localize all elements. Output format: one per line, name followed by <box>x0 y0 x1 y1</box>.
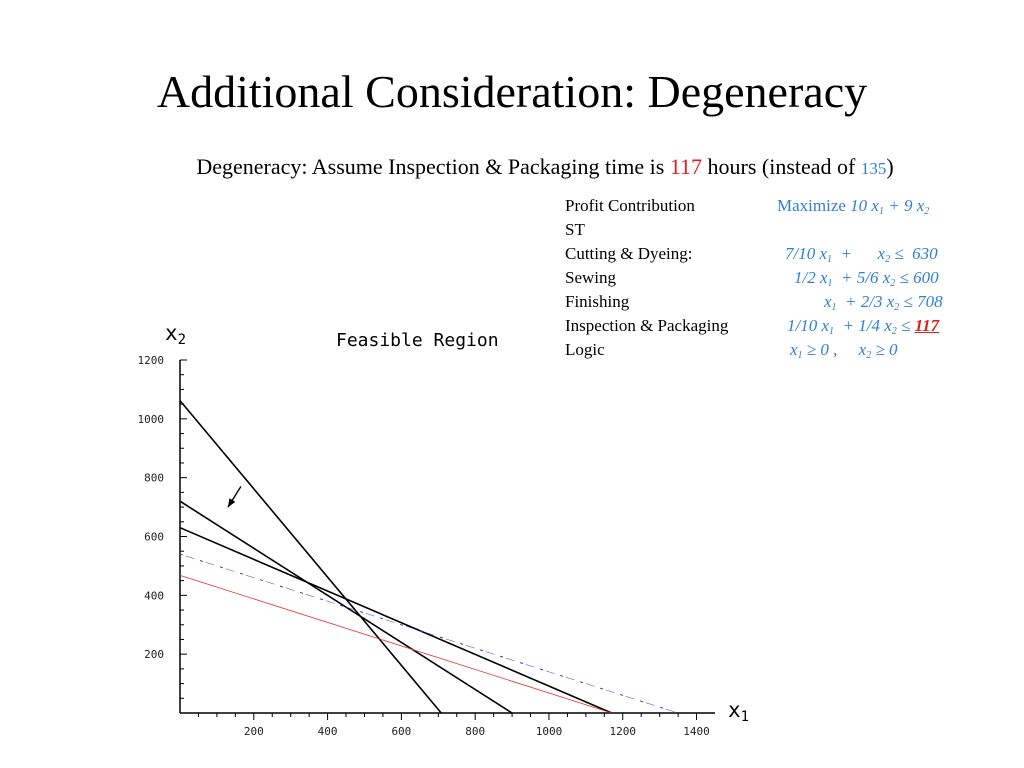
constraint-expr-cutting: 7/10 x1 + x2 ≤ 630 <box>785 244 938 265</box>
y-tick-label: 1200 <box>138 354 165 367</box>
y-tick-label: 400 <box>144 589 164 602</box>
chart-axes <box>179 360 715 714</box>
objective-label: Profit Contribution <box>565 196 695 215</box>
old-inspection-line-fine <box>179 553 679 714</box>
constraint-line-5 <box>179 574 612 714</box>
chart-series <box>179 400 679 714</box>
constraint-expr-sewing: 1/2 x1 + 5/6 x2 ≤ 600 <box>794 268 939 289</box>
corner-arrow-head <box>227 498 236 508</box>
constraint-expr-inspection: 1/10 x1 + 1/4 x2 ≤ 117 <box>787 316 940 337</box>
objective-expression: Maximize 10 x1 + 9 x2 <box>777 196 930 217</box>
chart-title: Feasible Region <box>336 330 499 351</box>
constraint-label-finishing: Finishing <box>565 292 630 311</box>
st-label: ST <box>565 220 585 239</box>
subtitle-old-value: 135 <box>860 159 887 178</box>
y-axis-label: x2 <box>165 321 186 348</box>
x-tick-label: 400 <box>318 725 338 738</box>
subtitle-prefix: Degeneracy: Assume Inspection & Packagin… <box>196 154 670 179</box>
constraint-line-1 <box>179 400 442 714</box>
x-tick-label: 1400 <box>683 725 710 738</box>
x-tick-label: 1000 <box>536 725 563 738</box>
y-tick-label: 800 <box>144 472 164 485</box>
slide-subtitle: Degeneracy: Assume Inspection & Packagin… <box>0 152 1024 184</box>
subtitle-new-value: 117 <box>669 154 702 179</box>
logic-label: Logic <box>565 340 605 359</box>
constraint-label-sewing: Sewing <box>565 268 616 287</box>
slide-title: Additional Consideration: Degeneracy <box>156 66 868 117</box>
x-tick-label: 600 <box>391 725 411 738</box>
subtitle-suffix: ) <box>886 154 894 179</box>
chart-ticks: 200 400 600 800 1000 1200 1400 200 400 600 800 1000… <box>138 354 710 738</box>
x-axis-label: x1 <box>728 698 749 725</box>
y-tick-label: 1000 <box>138 413 165 426</box>
x-tick-label: 800 <box>465 725 485 738</box>
constraint-expr-finishing: x1 + 2/3 x2 ≤ 708 <box>824 292 943 313</box>
objective-word: Maximize <box>777 196 846 215</box>
x-tick-label: 200 <box>244 725 264 738</box>
x-tick-label: 1200 <box>610 725 637 738</box>
constraint-line-3 <box>179 526 613 714</box>
constraint-label-cutting: Cutting & Dyeing: <box>565 244 693 263</box>
inspection-highlight: 117 <box>914 316 940 335</box>
constraint-label-inspection: Inspection & Packaging <box>565 316 729 335</box>
logic-expr: x1 ≥ 0 , x2 ≥ 0 <box>790 340 898 361</box>
y-tick-label: 200 <box>144 648 164 661</box>
subtitle-middle: hours (instead of <box>702 154 861 179</box>
y-tick-label: 600 <box>144 531 164 544</box>
